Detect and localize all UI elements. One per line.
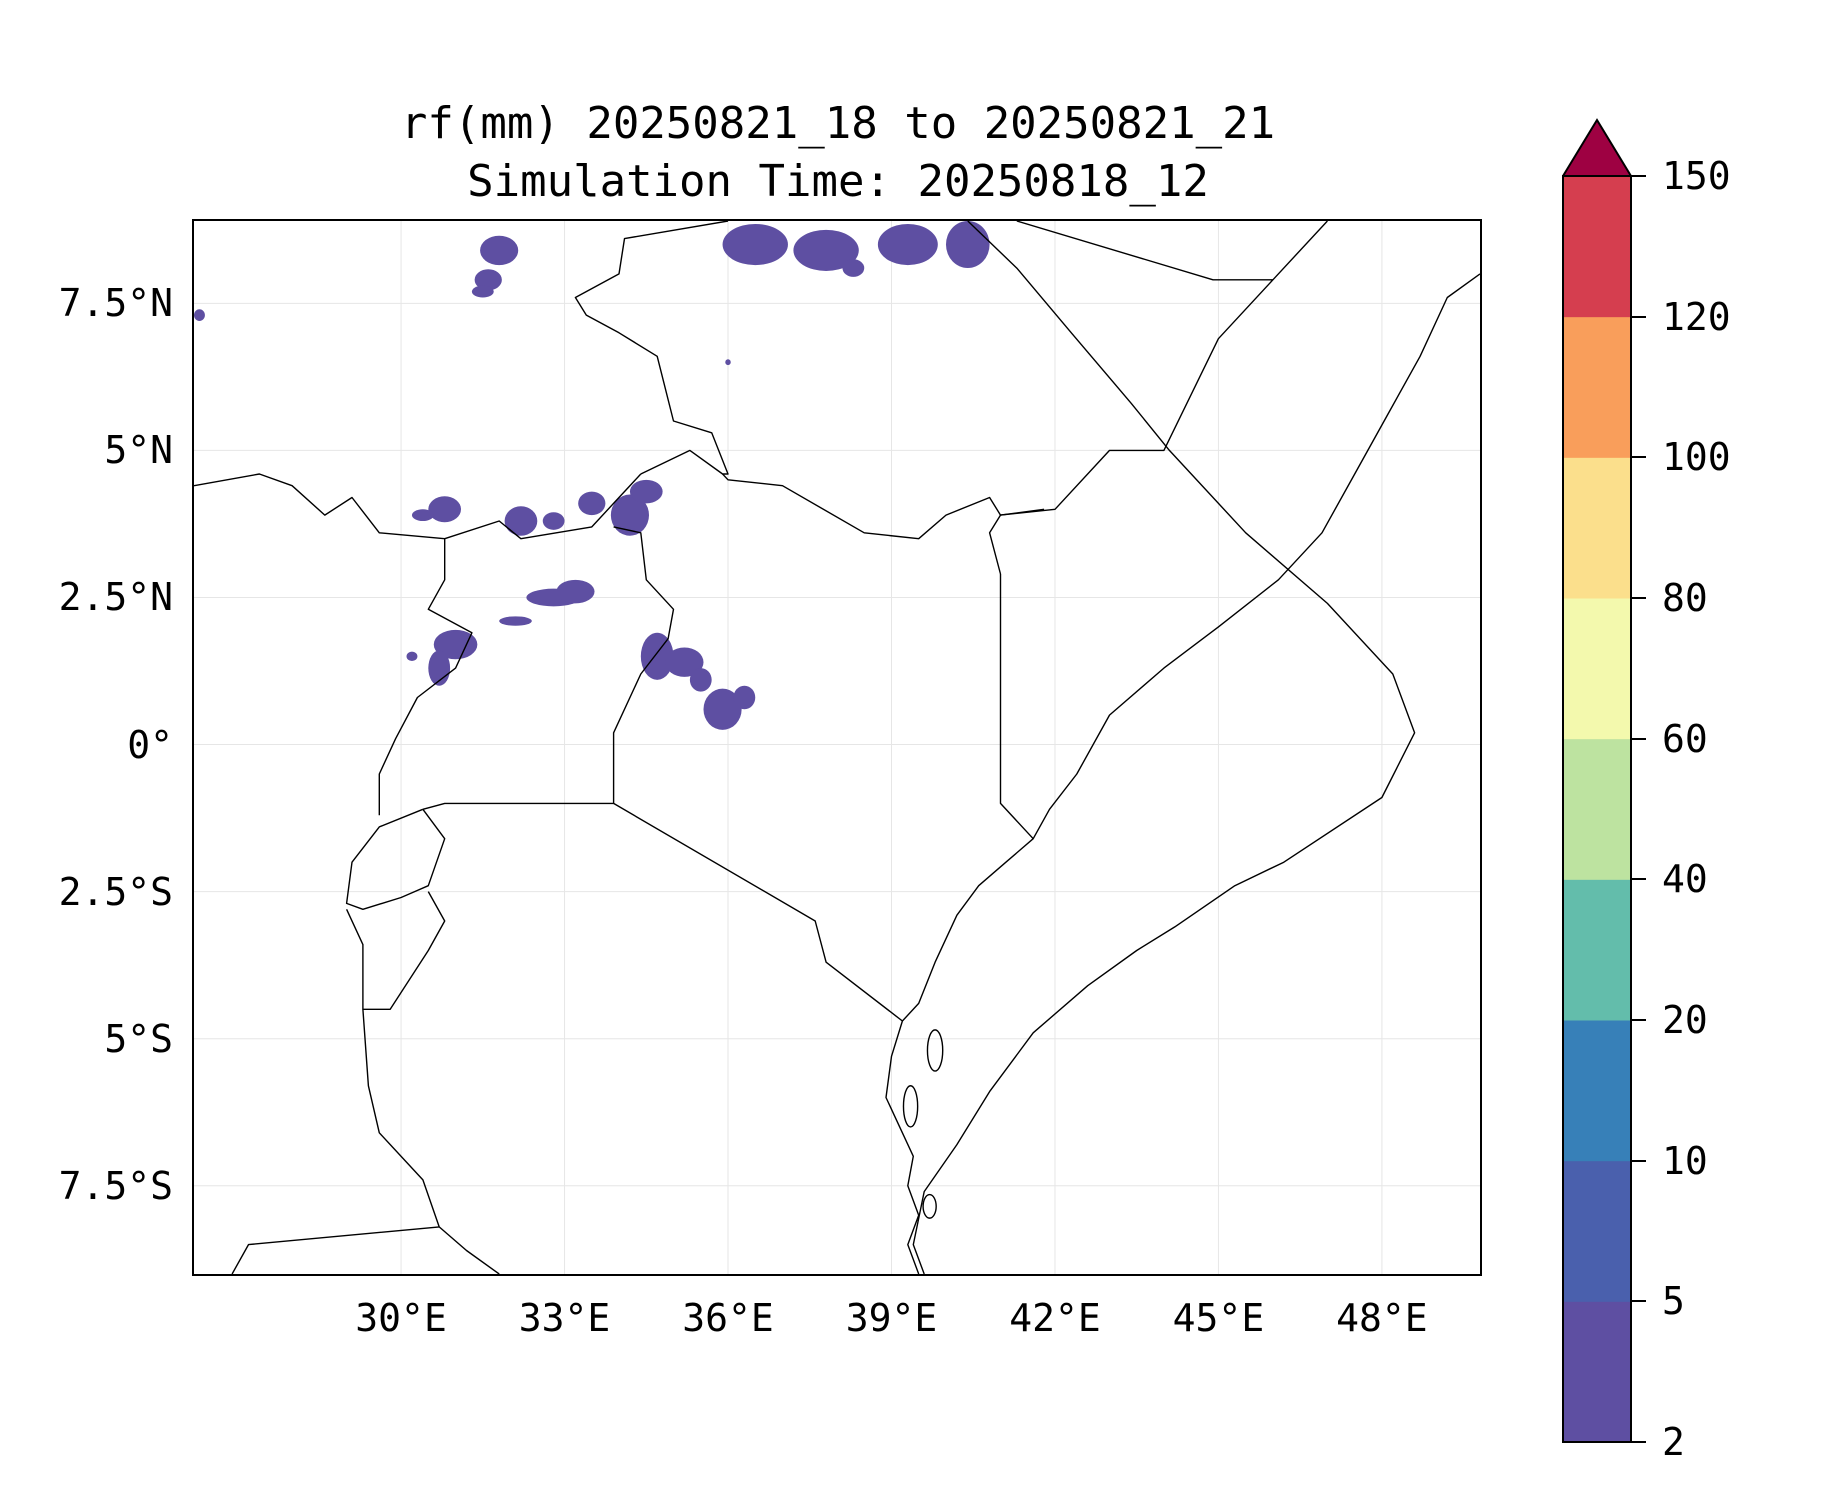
rainfall-patch [471,285,494,298]
colorbar-tick-label: 60 [1662,716,1708,761]
rainfall-patch [499,616,532,626]
border-burundi [345,891,446,1010]
colorbar-segment [1563,457,1631,599]
lon-tick-label: 48°E [1336,1296,1428,1340]
lon-tick-label: 30°E [355,1296,447,1340]
lon-tick-label: 45°E [1172,1296,1265,1340]
border-kenya-ethiopia [722,473,1045,540]
rainfall-patch [722,223,788,266]
lat-tick-label: 2.5°N [58,575,173,620]
island-outline [902,1085,919,1128]
rainfall-patch [504,506,538,536]
lon-tick-label: 39°E [845,1296,938,1340]
border-kenya-somalia [999,574,1034,840]
border-tanzania-drc [362,1009,500,1274]
border-rwanda-burundi [345,808,446,910]
colorbar-tick [1632,737,1646,740]
border-uganda-drc [378,538,473,816]
colorbar-tick [1632,1019,1646,1021]
colorbar-segment [1563,1020,1631,1162]
colorbar-outline [1562,175,1632,1443]
lat-tick-label: 2.5°S [58,869,173,914]
rainfall-contours [194,221,990,730]
colorbar-tick-label: 100 [1662,435,1731,480]
border-ethiopia-somalia [988,221,1328,575]
colorbar-tick [1632,1441,1646,1443]
colorbar-tick [1632,456,1646,459]
colorbar-segment [1563,1301,1631,1443]
rainfall-patch [474,269,502,291]
rainfall-patch [733,685,756,710]
colorbar-segment [1563,738,1631,880]
coastlines-and-borders [194,221,1480,1274]
lat-tick-label: 5°N [104,428,173,473]
colorbar-tick-label: 20 [1662,998,1708,1042]
rainfall-patch [556,579,595,604]
colorbar-tick [1632,878,1646,881]
rainfall-patch [793,229,859,272]
colorbar-tick [1632,1159,1646,1162]
border-uganda-sudan [194,473,642,540]
island-outline [922,1193,937,1219]
rainfall-patch [480,235,519,266]
colorbar-tick [1632,315,1646,318]
gridlines [194,221,1480,1274]
lat-tick-label: 7.5°N [58,281,173,326]
colorbar-extend-arrow [1562,118,1632,177]
rainfall-patch [945,221,990,269]
lon-tick-label: 36°E [682,1296,774,1340]
map-plot [194,221,1480,1274]
rainfall-patch [406,651,418,662]
map-panel [192,219,1482,1276]
border-tanzania-north [422,802,614,810]
colorbar-segment [1563,316,1631,458]
rainfall-patch [629,479,663,504]
colorbar-tick-label: 10 [1662,1138,1708,1183]
colorbar-tick-label: 40 [1662,857,1708,902]
lon-tick-label: 42°E [1009,1296,1101,1340]
colorbar-tick [1632,175,1646,177]
rainfall-patch [542,512,565,530]
rainfall-patch [725,359,731,366]
border-zambia [231,1226,440,1274]
colorbar-tick-label: 120 [1662,294,1731,339]
colorbar-tick [1632,597,1646,599]
colorbar-segment [1563,1160,1631,1302]
border-kenya-tanzania [613,802,903,1022]
rainfall-patch [877,223,938,266]
rainfall-patch [194,309,205,322]
colorbar [1562,118,1632,1443]
rainfall-patch [640,632,674,680]
rainfall-patch [433,629,478,660]
border-ethiopia-somalia [1016,221,1273,281]
rainfall-patch [703,688,742,730]
rainfall-patch [610,494,650,536]
colorbar-segment [1563,879,1631,1021]
coastline [912,221,1416,1274]
rainfall-patch [411,509,434,522]
colorbar-segment [1563,598,1631,740]
lat-tick-label: 0° [127,722,173,767]
chart-title: rf(mm) 20250821_18 to 20250821_21 Simula… [192,95,1484,211]
colorbar-tick-label: 80 [1662,576,1708,620]
border-uganda-kenya [612,526,675,804]
rainfall-patch [689,668,712,692]
lon-tick-label: 33°E [518,1296,611,1340]
border-sudan-ethiopia [574,221,729,475]
coastline [885,273,1480,1274]
lat-tick-label: 5°S [104,1016,173,1061]
island-outline [926,1029,944,1072]
colorbar-tick-label: 150 [1662,154,1731,198]
title-line-1: rf(mm) 20250821_18 to 20250821_21 [400,98,1276,149]
rainfall-patch [578,491,606,516]
colorbar-tick-label: 2 [1662,1420,1685,1464]
lat-tick-label: 7.5°S [58,1163,173,1208]
rainfall-patch [428,496,462,523]
colorbar-segment [1563,176,1631,318]
rainfall-patch [842,259,865,277]
colorbar-tick-label: 5 [1662,1279,1685,1324]
colorbar-tick [1632,1300,1646,1303]
title-line-2: Simulation Time: 20250818_12 [467,156,1209,207]
rainfall-patch [665,647,704,677]
